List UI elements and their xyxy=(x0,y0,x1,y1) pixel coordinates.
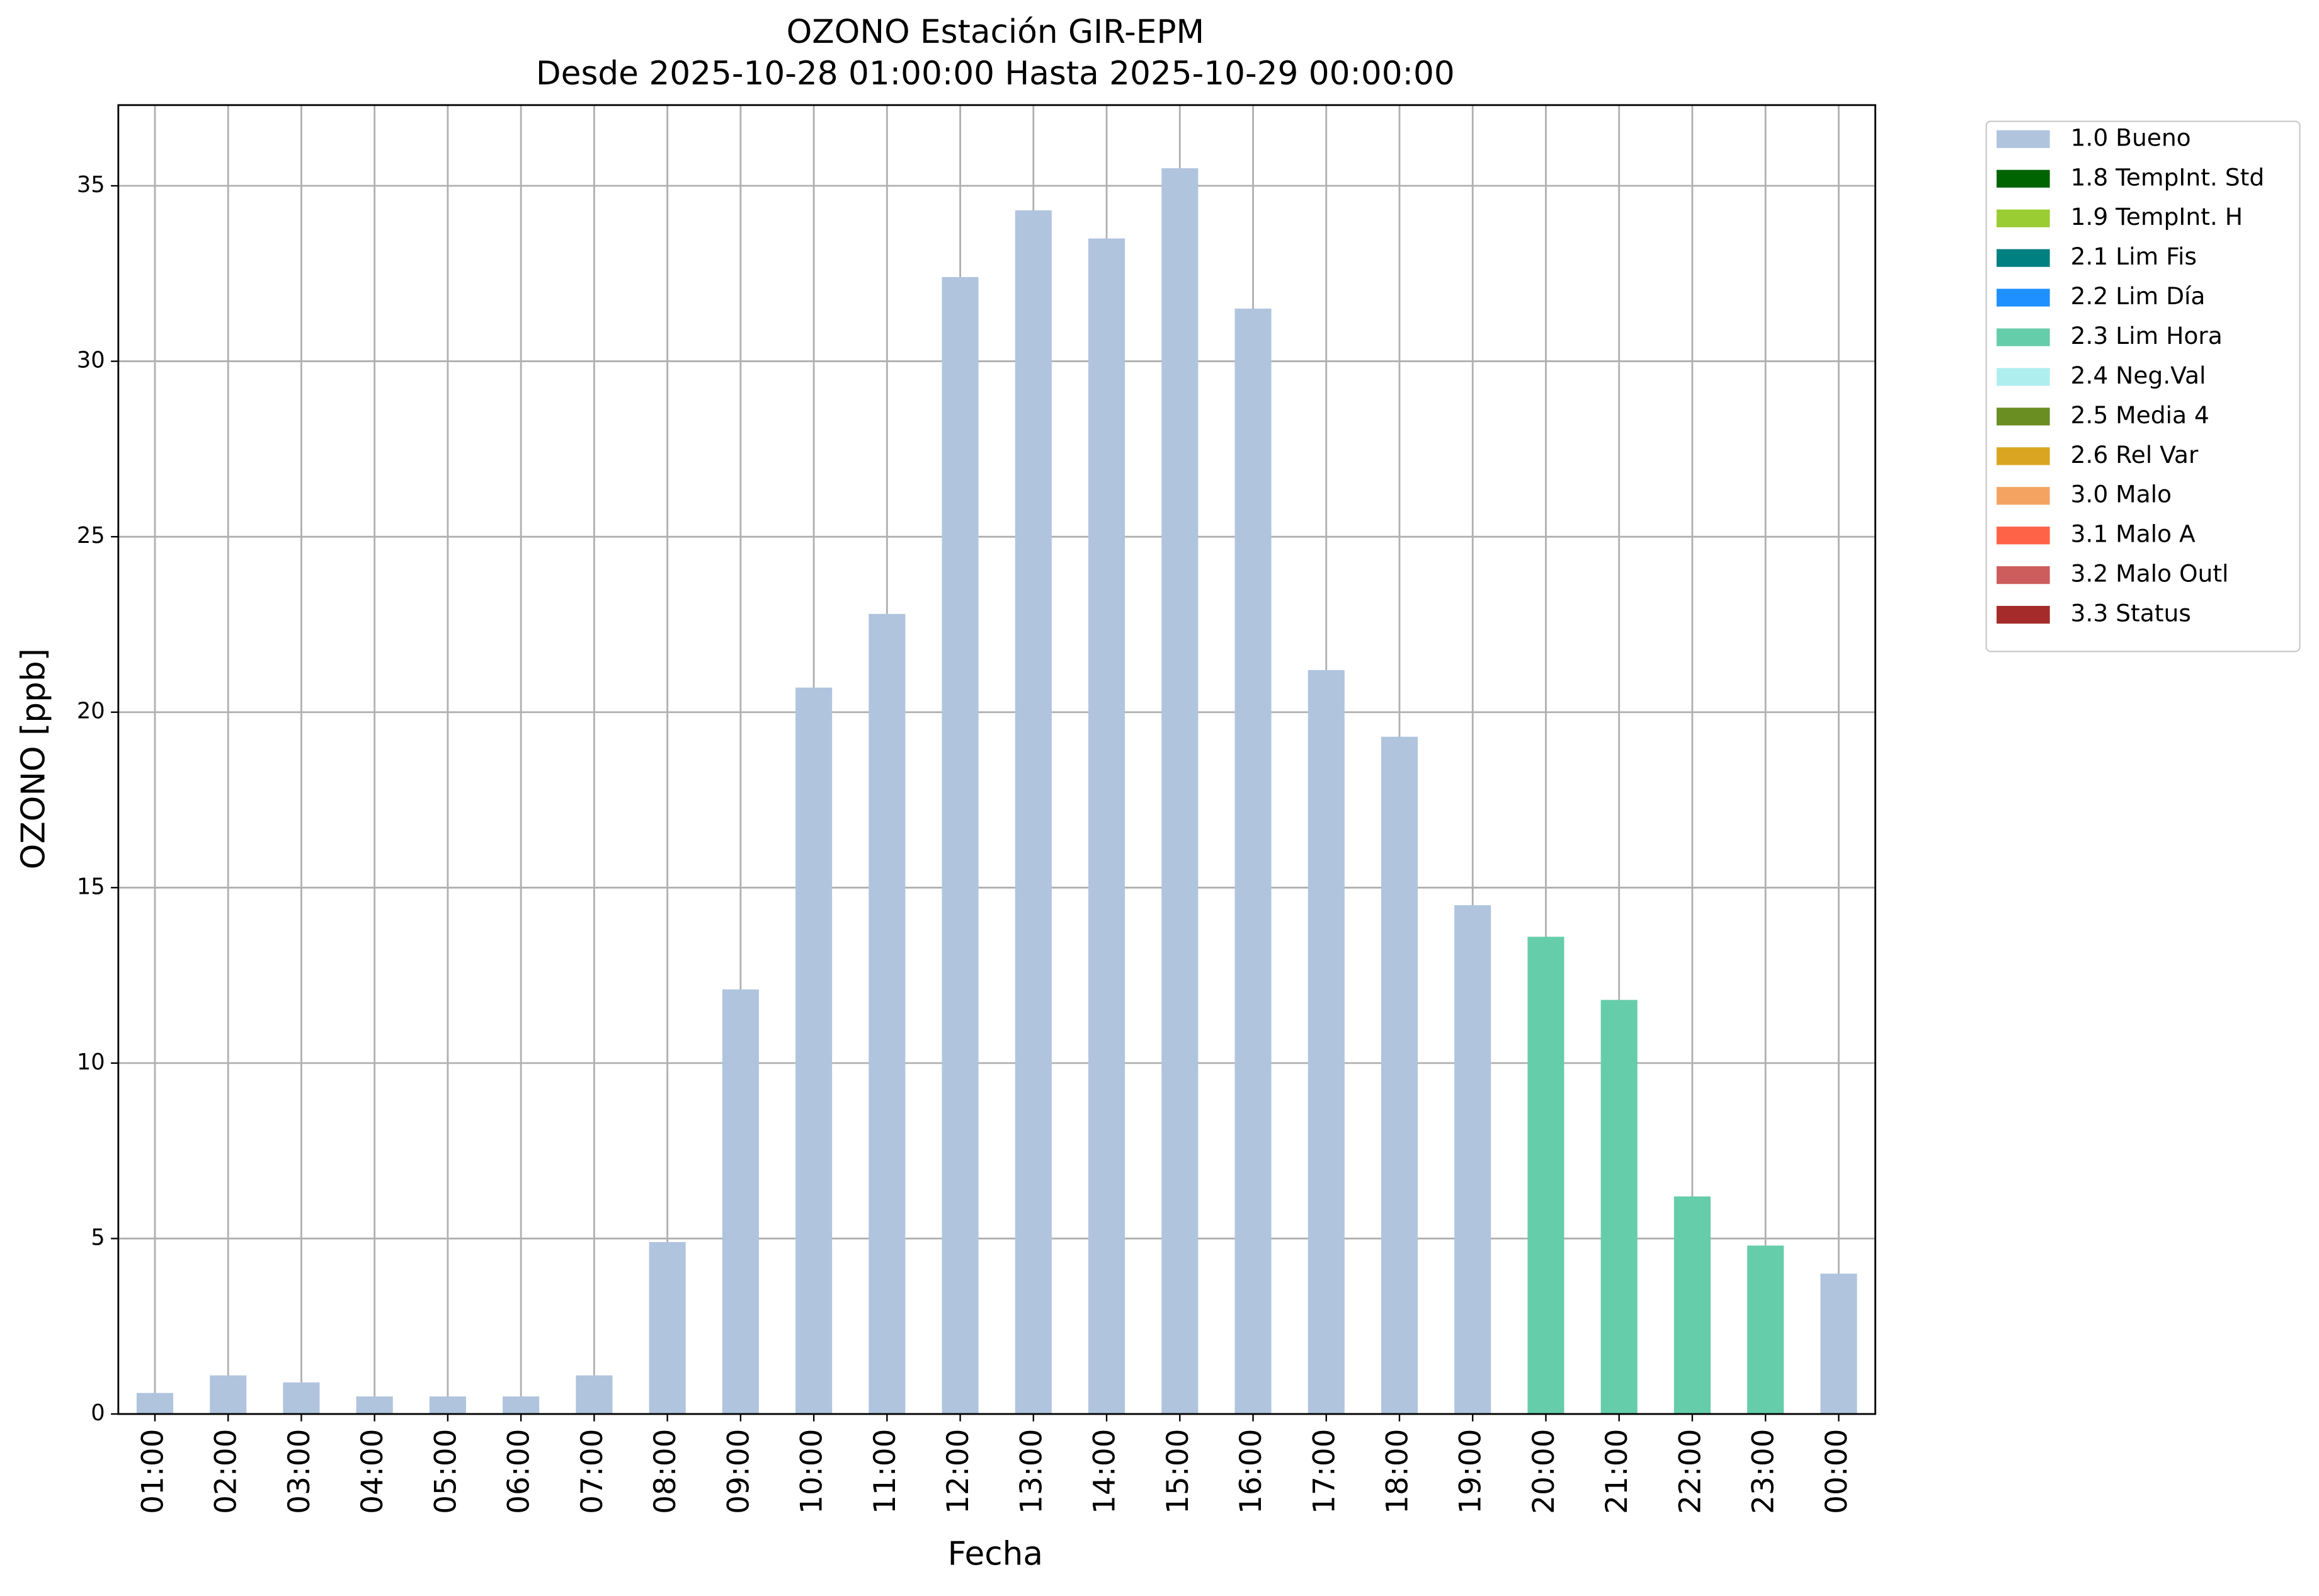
plot-frame xyxy=(117,104,1876,1415)
legend-swatch xyxy=(1997,566,2050,584)
legend-label: 1.8 TempInt. Std xyxy=(2071,163,2265,191)
legend-label: 3.0 Malo xyxy=(2071,481,2172,508)
bar xyxy=(429,1396,466,1415)
legend-swatch xyxy=(1997,328,2050,346)
legend-label: 2.1 Lim Fis xyxy=(2071,242,2197,270)
bar xyxy=(576,1375,613,1415)
bar xyxy=(356,1396,393,1415)
x-tick-label: 19:00 xyxy=(1454,1429,1488,1514)
bar xyxy=(1015,210,1052,1415)
bar xyxy=(1600,1000,1638,1415)
x-tick-label: 04:00 xyxy=(355,1429,390,1514)
legend-label: 2.2 Lim Día xyxy=(2071,282,2206,310)
bar xyxy=(869,613,906,1415)
legend-label: 3.2 Malo Outl xyxy=(2071,560,2229,588)
legend-swatch xyxy=(1997,487,2050,505)
bar xyxy=(1673,1196,1711,1415)
legend-swatch xyxy=(1997,130,2050,148)
bar xyxy=(1747,1245,1784,1415)
x-tick-label: 02:00 xyxy=(209,1429,244,1514)
legend-label: 3.1 Malo A xyxy=(2071,520,2196,548)
y-tick-label: 5 xyxy=(91,1224,105,1250)
legend-swatch xyxy=(1997,249,2050,267)
legend-swatch xyxy=(1997,408,2050,426)
bar xyxy=(942,276,979,1415)
chart-subtitle: Desde 2025-10-28 01:00:00 Hasta 2025-10-… xyxy=(536,55,1455,93)
x-tick-label: 18:00 xyxy=(1380,1429,1415,1514)
x-tick-label: 00:00 xyxy=(1820,1429,1854,1514)
legend-label: 1.9 TempInt. H xyxy=(2071,203,2243,231)
legend-label: 1.0 Bueno xyxy=(2071,123,2191,151)
legend-swatch xyxy=(1997,605,2050,624)
x-tick-label: 17:00 xyxy=(1307,1429,1342,1514)
bar xyxy=(1381,736,1418,1415)
legend-swatch xyxy=(1997,527,2050,545)
y-tick-label: 35 xyxy=(77,172,105,198)
x-tick-label: 20:00 xyxy=(1527,1429,1561,1514)
legend-label: 2.3 Lim Hora xyxy=(2071,322,2223,350)
bar xyxy=(1527,937,1564,1415)
legend-label: 3.3 Status xyxy=(2071,600,2191,627)
x-tick-label: 05:00 xyxy=(428,1429,463,1514)
x-tick-label: 08:00 xyxy=(648,1429,683,1514)
x-tick-label: 03:00 xyxy=(282,1429,317,1514)
x-tick-label: 10:00 xyxy=(795,1429,829,1514)
x-tick-label: 07:00 xyxy=(575,1429,610,1514)
x-tick-label: 15:00 xyxy=(1161,1429,1195,1514)
x-tick-label: 12:00 xyxy=(941,1429,976,1514)
y-tick-label: 15 xyxy=(77,874,105,899)
x-tick-label: 11:00 xyxy=(868,1429,903,1514)
x-tick-label: 16:00 xyxy=(1234,1429,1268,1514)
bar xyxy=(1234,309,1272,1415)
x-tick-label: 23:00 xyxy=(1746,1429,1781,1514)
x-tick-label: 09:00 xyxy=(721,1429,756,1514)
x-tick-label: 22:00 xyxy=(1673,1429,1707,1514)
x-tick-label: 14:00 xyxy=(1088,1429,1122,1514)
bar xyxy=(283,1382,320,1415)
bar xyxy=(503,1396,540,1415)
legend-swatch xyxy=(1997,368,2050,386)
bar xyxy=(1088,238,1125,1415)
legend-swatch xyxy=(1997,447,2050,465)
chart-title: OZONO Estación GIR-EPM xyxy=(787,13,1204,51)
legend-label: 2.5 Media 4 xyxy=(2071,401,2209,429)
legend-label: 2.6 Rel Var xyxy=(2071,441,2199,469)
bar xyxy=(1161,168,1199,1415)
legend-swatch xyxy=(1997,169,2050,188)
y-tick-label: 25 xyxy=(77,523,105,549)
legend-swatch xyxy=(1997,209,2050,227)
bar xyxy=(795,687,833,1415)
x-tick-label: 21:00 xyxy=(1600,1429,1634,1514)
y-tick-label: 0 xyxy=(91,1400,105,1426)
legend-box xyxy=(1985,120,2301,653)
bar xyxy=(1820,1274,1857,1415)
legend-label: 2.4 Neg.Val xyxy=(2071,362,2206,389)
y-tick-label: 30 xyxy=(77,348,105,373)
x-axis-label: Fecha xyxy=(948,1535,1043,1573)
x-tick-label: 06:00 xyxy=(502,1429,537,1514)
bar xyxy=(136,1393,174,1415)
bar xyxy=(1454,905,1491,1415)
x-tick-label: 01:00 xyxy=(135,1429,170,1514)
x-tick-label: 13:00 xyxy=(1014,1429,1049,1514)
bar xyxy=(649,1242,686,1415)
y-tick-label: 10 xyxy=(77,1049,105,1075)
legend-swatch xyxy=(1997,288,2050,307)
y-axis-label: OZONO [ppb] xyxy=(14,648,52,869)
bar xyxy=(210,1375,247,1415)
y-tick-label: 20 xyxy=(77,698,105,724)
bar xyxy=(722,989,759,1415)
bar xyxy=(1308,670,1345,1415)
